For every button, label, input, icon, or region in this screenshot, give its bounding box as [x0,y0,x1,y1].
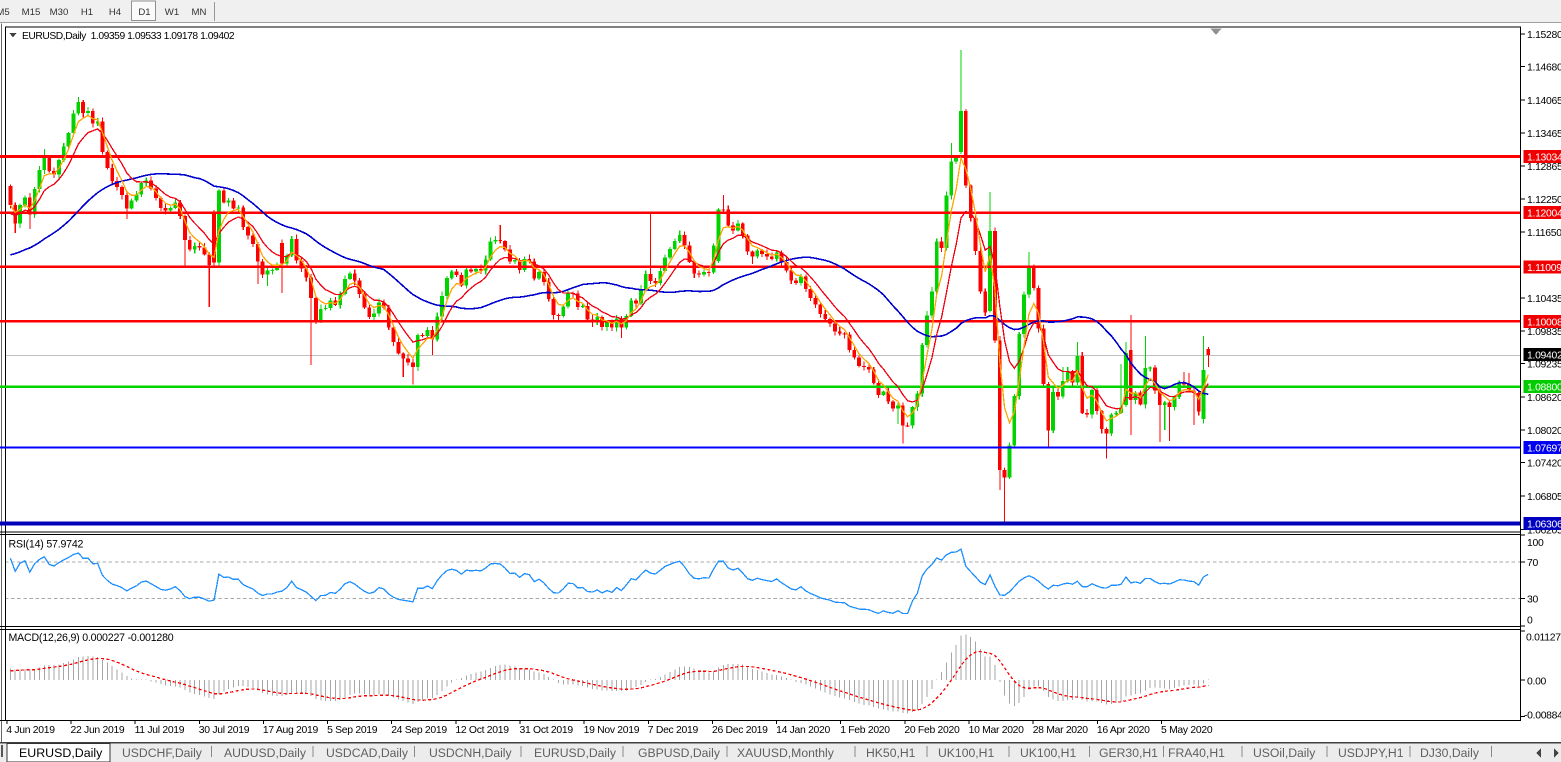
svg-text:M15: M15 [22,7,41,18]
svg-text:17 Aug 2019: 17 Aug 2019 [263,725,319,736]
svg-text:16 Apr 2020: 16 Apr 2020 [1097,725,1150,736]
svg-text:1.13034: 1.13034 [1527,153,1561,164]
svg-text:UK100,H1: UK100,H1 [938,746,994,760]
svg-text:H4: H4 [109,7,122,18]
svg-text:M30: M30 [50,7,69,18]
svg-text:USOil,Daily: USOil,Daily [1253,746,1316,760]
svg-text:EURUSD,Daily: EURUSD,Daily [19,746,103,760]
svg-text:28 Mar 2020: 28 Mar 2020 [1033,725,1089,736]
svg-text:0.0112775: 0.0112775 [1526,633,1561,644]
svg-text:5 May 2020: 5 May 2020 [1161,725,1213,736]
svg-text:100: 100 [1527,538,1544,549]
svg-text:12 Oct 2019: 12 Oct 2019 [455,725,509,736]
svg-text:AUDUSD,Daily: AUDUSD,Daily [224,746,307,760]
svg-text:EURUSD,Daily 1.09359 1.09533: EURUSD,Daily 1.09359 1.09533 1.09178 1.0… [22,31,235,42]
svg-text:FRA40,H1: FRA40,H1 [1168,746,1225,760]
svg-text:4 Jun 2019: 4 Jun 2019 [6,725,55,736]
svg-text:1.12004: 1.12004 [1527,209,1561,220]
svg-text:GBPUSD,Daily: GBPUSD,Daily [638,746,721,760]
svg-text:1.10435: 1.10435 [1527,294,1561,305]
svg-text:1.09835: 1.09835 [1527,327,1561,338]
svg-text:1.10008: 1.10008 [1527,317,1561,328]
svg-text:24 Sep 2019: 24 Sep 2019 [391,725,447,736]
svg-text:MACD(12,26,9) 0.000227 -0.0012: MACD(12,26,9) 0.000227 -0.001280 [9,632,174,644]
svg-text:-0.0088450: -0.0088450 [1524,710,1561,721]
svg-text:1.09402: 1.09402 [1527,351,1561,362]
svg-text:UK100,H1: UK100,H1 [1020,746,1076,760]
svg-text:1.06205: 1.06205 [1527,525,1561,536]
svg-text:XAUUSD,Monthly: XAUUSD,Monthly [737,746,835,760]
svg-text:5 Sep 2019: 5 Sep 2019 [327,725,378,736]
svg-text:1.12250: 1.12250 [1527,195,1561,206]
svg-text:MN: MN [192,7,207,18]
svg-text:1.11009: 1.11009 [1527,263,1561,274]
svg-text:30 Jul 2019: 30 Jul 2019 [199,725,250,736]
svg-text:USDCAD,Daily: USDCAD,Daily [326,746,409,760]
svg-text:22 Jun 2019: 22 Jun 2019 [71,725,125,736]
svg-text:30: 30 [1527,595,1538,606]
svg-text:HK50,H1: HK50,H1 [866,746,916,760]
svg-text:W1: W1 [165,7,179,18]
svg-text:0: 0 [1527,615,1533,626]
svg-text:10 Mar 2020: 10 Mar 2020 [969,725,1025,736]
svg-text:1.07697: 1.07697 [1527,444,1561,455]
svg-text:1.12865: 1.12865 [1527,162,1561,173]
svg-text:1.08620: 1.08620 [1527,393,1561,404]
svg-text:1.08800: 1.08800 [1527,383,1561,394]
svg-text:1.06805: 1.06805 [1527,492,1561,503]
svg-text:RSI(14) 57.9742: RSI(14) 57.9742 [9,539,84,551]
svg-text:1.14065: 1.14065 [1527,96,1561,107]
svg-text:USDJPY,H1: USDJPY,H1 [1338,746,1404,760]
svg-text:1.06306: 1.06306 [1527,519,1561,530]
svg-text:EURUSD,Daily: EURUSD,Daily [534,746,617,760]
svg-text:USDCHF,Daily: USDCHF,Daily [122,746,203,760]
svg-text:19 Nov 2019: 19 Nov 2019 [584,725,640,736]
svg-text:1 Feb 2020: 1 Feb 2020 [840,725,890,736]
svg-text:70: 70 [1527,558,1538,569]
svg-text:M5: M5 [0,7,10,18]
svg-text:14 Jan 2020: 14 Jan 2020 [776,725,830,736]
svg-text:1.15280: 1.15280 [1527,30,1561,41]
svg-text:1.08020: 1.08020 [1527,426,1561,437]
svg-text:31 Oct 2019: 31 Oct 2019 [520,725,574,736]
svg-text:0.00: 0.00 [1527,676,1547,687]
svg-text:1.09235: 1.09235 [1527,360,1561,371]
svg-text:GER30,H1: GER30,H1 [1099,746,1158,760]
svg-text:20 Feb 2020: 20 Feb 2020 [904,725,960,736]
svg-text:DJ30,Daily: DJ30,Daily [1420,746,1480,760]
svg-text:7 Dec 2019: 7 Dec 2019 [648,725,699,736]
svg-text:1.11650: 1.11650 [1527,228,1561,239]
svg-text:26 Dec 2019: 26 Dec 2019 [712,725,768,736]
svg-text:1.14680: 1.14680 [1527,63,1561,74]
svg-text:H1: H1 [81,7,93,18]
svg-text:1.13465: 1.13465 [1527,129,1561,140]
svg-text:USDCNH,Daily: USDCNH,Daily [429,746,513,760]
svg-text:D1: D1 [138,7,150,18]
svg-text:1.07420: 1.07420 [1527,459,1561,470]
svg-text:11 Jul 2019: 11 Jul 2019 [135,725,185,736]
